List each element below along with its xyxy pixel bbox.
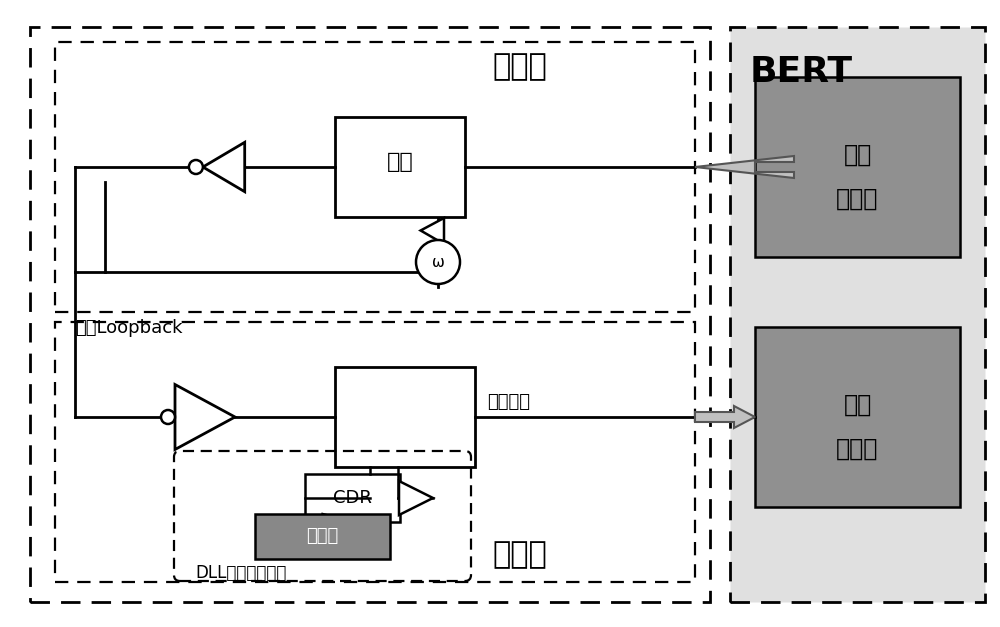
Text: 向量: 向量	[843, 143, 872, 167]
Polygon shape	[421, 218, 444, 244]
Polygon shape	[695, 156, 794, 178]
Text: 误码: 误码	[843, 393, 872, 417]
Polygon shape	[399, 481, 433, 515]
Text: 接收端: 接收端	[493, 540, 547, 569]
Text: 恢复数据: 恢复数据	[487, 393, 530, 411]
Text: 发送端: 发送端	[493, 53, 547, 82]
Text: CDR: CDR	[333, 489, 372, 507]
Text: ω: ω	[432, 255, 444, 270]
Bar	[55, 42, 695, 312]
Text: 检测器: 检测器	[836, 437, 879, 461]
Circle shape	[189, 160, 203, 174]
Bar	[755, 327, 960, 507]
Text: BERT: BERT	[750, 55, 853, 89]
Bar	[255, 514, 390, 559]
Text: 生成器: 生成器	[836, 187, 879, 211]
Text: 环路Loopback: 环路Loopback	[75, 319, 182, 337]
Bar	[335, 367, 475, 467]
Bar	[30, 27, 710, 602]
Circle shape	[161, 410, 175, 424]
Text: 数据: 数据	[387, 152, 413, 172]
Text: 计数器: 计数器	[306, 527, 339, 545]
Bar	[335, 117, 465, 217]
Polygon shape	[695, 406, 755, 428]
Circle shape	[416, 240, 460, 284]
Text: DLL测试控制单元: DLL测试控制单元	[195, 564, 286, 582]
Bar	[755, 77, 960, 257]
Bar	[55, 322, 695, 582]
Polygon shape	[175, 384, 235, 450]
Bar	[730, 27, 985, 602]
Bar	[305, 474, 400, 522]
Polygon shape	[203, 142, 245, 192]
